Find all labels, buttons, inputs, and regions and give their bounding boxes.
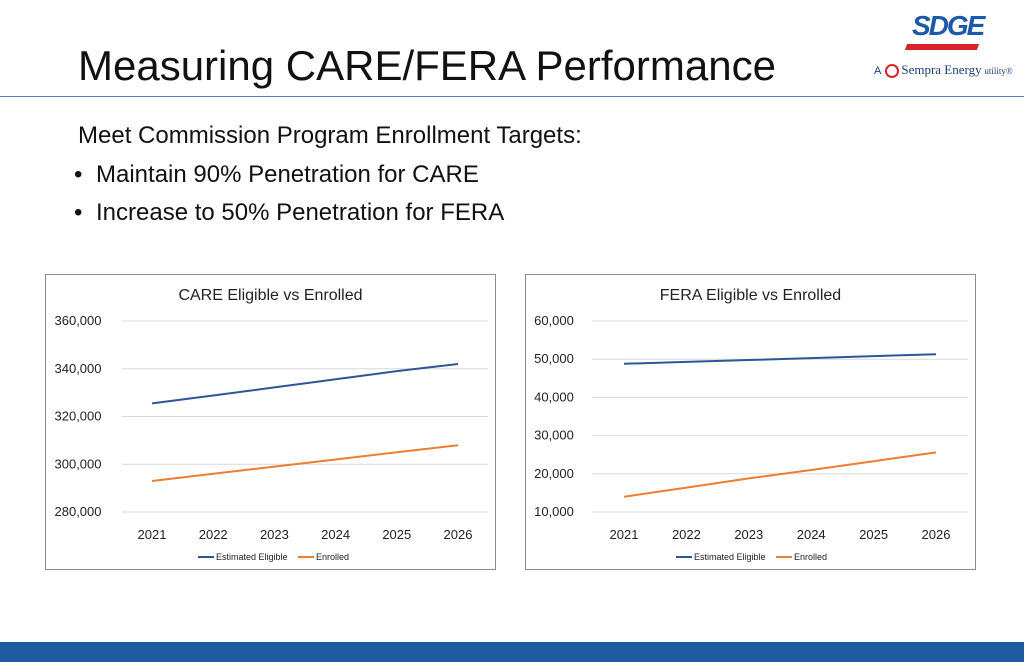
y-tick-label: 30,000	[534, 428, 574, 443]
x-tick-label: 2025	[382, 527, 411, 542]
y-tick-label: 360,000	[55, 313, 102, 328]
footer-bar	[0, 642, 1024, 662]
sdge-wordmark: SDGE	[912, 10, 985, 41]
logo-accent-bar	[904, 44, 980, 50]
chart-title: FERA Eligible vs Enrolled	[660, 287, 841, 304]
legend-label: Enrolled	[794, 552, 827, 562]
x-tick-label: 2025	[859, 527, 888, 542]
x-tick-label: 2026	[922, 527, 951, 542]
enrolled-line	[151, 444, 459, 482]
y-tick-label: 50,000	[534, 351, 574, 366]
enrolled-line	[623, 451, 937, 498]
y-tick-label: 60,000	[534, 313, 574, 328]
care-chart-box: CARE Eligible vs Enrolled 360,000 340,000 3…	[45, 274, 496, 570]
y-tick-label: 320,000	[55, 409, 102, 424]
intro-text: Meet Commission Program Enrollment Targe…	[78, 122, 582, 149]
bullet-item: • Maintain 90% Penetration for CARE	[74, 160, 504, 190]
target-list: • Maintain 90% Penetration for CARE • Incr…	[74, 160, 504, 236]
sdge-logo: SDGE A Sempra Energy utility®	[870, 8, 1020, 88]
x-tick-label: 2021	[138, 527, 167, 542]
legend-label: Estimated Eligible	[694, 552, 766, 562]
x-tick-label: 2021	[610, 527, 639, 542]
legend-label: Enrolled	[316, 552, 349, 562]
care-chart: CARE Eligible vs Enrolled 360,000 340,000 3…	[55, 287, 488, 562]
estimated-eligible-line	[151, 363, 459, 405]
tagline-prefix: A	[874, 65, 882, 77]
x-tick-label: 2026	[444, 527, 473, 542]
y-tick-label: 280,000	[55, 504, 102, 519]
x-tick-label: 2023	[734, 527, 763, 542]
bullet-text: Increase to 50% Penetration for FERA	[96, 199, 505, 226]
x-tick-label: 2022	[672, 527, 701, 542]
legend-label: Estimated Eligible	[216, 552, 288, 562]
y-tick-label: 300,000	[55, 456, 102, 471]
tagline-suffix: utility®	[984, 66, 1013, 76]
header-divider	[0, 96, 1024, 97]
x-tick-label: 2023	[260, 527, 289, 542]
y-tick-label: 20,000	[534, 466, 574, 481]
slide-title: Measuring CARE/FERA Performance	[78, 42, 776, 89]
x-tick-label: 2022	[199, 527, 228, 542]
bullet-item: • Increase to 50% Penetration for FERA	[74, 198, 504, 228]
bullet-text: Maintain 90% Penetration for CARE	[96, 161, 479, 188]
bullet-marker: •	[74, 161, 83, 188]
y-tick-label: 10,000	[534, 504, 574, 519]
chart-title: CARE Eligible vs Enrolled	[178, 287, 362, 304]
y-tick-label: 340,000	[55, 361, 102, 376]
sempra-tagline: A Sempra Energy utility®	[874, 62, 1013, 78]
bullet-marker: •	[74, 199, 83, 226]
estimated-eligible-line	[623, 353, 937, 365]
sempra-flame-icon	[885, 64, 900, 78]
x-tick-label: 2024	[797, 527, 826, 542]
fera-chart: FERA Eligible vs Enrolled 60,000 50,000 40,…	[534, 287, 968, 562]
tagline-company: Sempra Energy	[901, 62, 982, 77]
y-tick-label: 40,000	[534, 389, 574, 404]
x-tick-label: 2024	[321, 527, 350, 542]
fera-chart-box: FERA Eligible vs Enrolled 60,000 50,000 40,…	[525, 274, 976, 570]
